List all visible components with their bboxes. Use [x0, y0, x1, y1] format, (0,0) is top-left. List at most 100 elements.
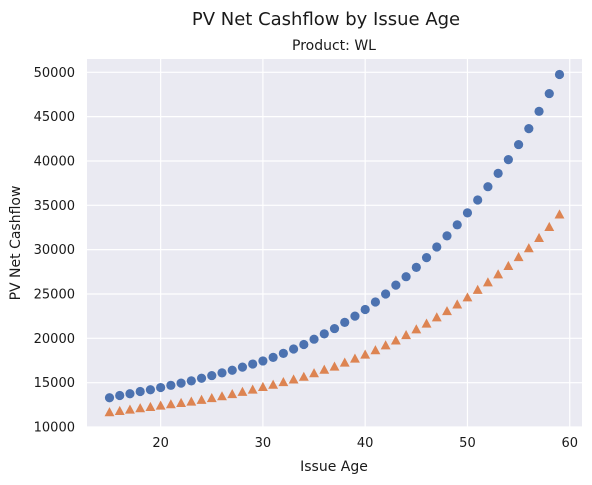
- x-axis-label: Issue Age: [300, 459, 368, 475]
- series-1-point: [452, 220, 462, 230]
- tick-labels: 20 30 40 50 60 10000 15000 20000 25000 30000 35000…: [34, 66, 578, 451]
- series-2-point: [472, 284, 483, 294]
- y-tick-label: 15000: [34, 376, 75, 391]
- series-1-point: [442, 231, 452, 241]
- y-tick-label: 50000: [34, 66, 75, 81]
- series-1-point: [360, 304, 370, 315]
- series-2-point: [380, 340, 391, 350]
- series-2-point: [104, 407, 115, 417]
- series-1-point: [248, 359, 258, 369]
- series-1-point: [268, 352, 278, 362]
- series-1-point: [340, 317, 350, 327]
- series-2-point: [350, 353, 360, 363]
- series-1-point: [104, 393, 115, 403]
- series-1-point: [288, 344, 299, 354]
- series-2-point: [329, 361, 340, 371]
- y-tick-label: 30000: [34, 243, 75, 258]
- series-1-point: [503, 155, 513, 165]
- chart-subtitle: Product: WL: [292, 38, 376, 54]
- y-tick-label: 45000: [34, 110, 75, 125]
- grid: [87, 59, 582, 428]
- series-1-point: [319, 329, 329, 339]
- series-2-point: [360, 349, 371, 359]
- series-2-point: [237, 386, 248, 396]
- series-1-point: [483, 182, 493, 192]
- series-1-point: [554, 69, 565, 80]
- series-1-point: [524, 124, 534, 134]
- series-2-point: [145, 401, 156, 411]
- series-2-point: [339, 357, 350, 367]
- series-2-point: [401, 330, 412, 340]
- series-2-point: [135, 403, 146, 413]
- series-2-point: [411, 324, 422, 334]
- series-2-point: [462, 292, 473, 302]
- series-1-point: [135, 386, 145, 397]
- series-1-point: [258, 356, 268, 366]
- series-1-point: [411, 262, 421, 272]
- series-2-point: [155, 400, 166, 410]
- y-axis-label: PV Net Cashflow: [8, 186, 24, 301]
- series-2-point: [268, 379, 279, 389]
- series-2-point: [206, 392, 217, 403]
- series-1-point: [227, 365, 237, 375]
- x-tick-label: 60: [561, 436, 578, 451]
- chart-title: PV Net Cashflow by Issue Age: [192, 9, 460, 30]
- series-2-point: [247, 384, 258, 394]
- x-tick-label: 30: [255, 436, 272, 451]
- series-1-point: [462, 208, 473, 218]
- y-tick-label: 10000: [34, 421, 75, 436]
- series-1-point: [237, 362, 248, 372]
- series-1-point: [196, 373, 207, 383]
- series-2-point: [442, 306, 452, 316]
- series-1-point: [391, 280, 401, 290]
- y-tick-label: 40000: [34, 154, 75, 169]
- series-1-point: [278, 348, 288, 358]
- x-tick-label: 20: [152, 436, 169, 451]
- series-1-point: [156, 382, 166, 393]
- series-2-point: [554, 209, 565, 219]
- series-1-point: [493, 168, 503, 178]
- series-2-point: [176, 397, 187, 407]
- series-2-point: [431, 312, 442, 322]
- series-1-point: [207, 370, 217, 381]
- series-2-point: [186, 396, 197, 406]
- series-2-point: [370, 345, 381, 355]
- series-1-point: [166, 380, 176, 390]
- series-2-point: [452, 299, 463, 309]
- y-tick-label: 35000: [34, 199, 75, 214]
- y-tick-label: 20000: [34, 332, 75, 347]
- series-2-point: [534, 232, 544, 243]
- series-1-point: [513, 139, 524, 150]
- series-2-point: [165, 399, 176, 409]
- series-1-point: [381, 289, 391, 299]
- series-1-point: [329, 323, 340, 334]
- series-1-point: [401, 272, 411, 282]
- series-1-point: [473, 195, 483, 205]
- series-2-point: [114, 405, 125, 415]
- series-2-point: [288, 374, 299, 384]
- series-2-point: [513, 251, 524, 262]
- series-1-point: [145, 385, 156, 395]
- series-1-point: [125, 389, 135, 399]
- x-tick-label: 40: [357, 436, 374, 451]
- series-2-point: [390, 335, 401, 345]
- series-2-point: [278, 377, 289, 387]
- plot-area: [87, 59, 582, 427]
- data-points: [104, 69, 565, 417]
- series-2-point: [544, 221, 555, 231]
- y-tick-label: 25000: [34, 287, 75, 302]
- series-1-point: [309, 334, 319, 344]
- series-2-point: [298, 371, 309, 381]
- series-1-point: [176, 378, 186, 388]
- series-2-point: [309, 368, 319, 378]
- x-tick-label: 50: [459, 436, 476, 451]
- series-1-point: [534, 106, 544, 116]
- series-1-point: [544, 88, 554, 99]
- series-2-point: [217, 391, 227, 401]
- series-2-point: [257, 381, 268, 391]
- series-1-point: [421, 253, 432, 263]
- series-1-point: [299, 339, 309, 350]
- series-2-point: [493, 269, 504, 279]
- series-1-point: [370, 297, 381, 307]
